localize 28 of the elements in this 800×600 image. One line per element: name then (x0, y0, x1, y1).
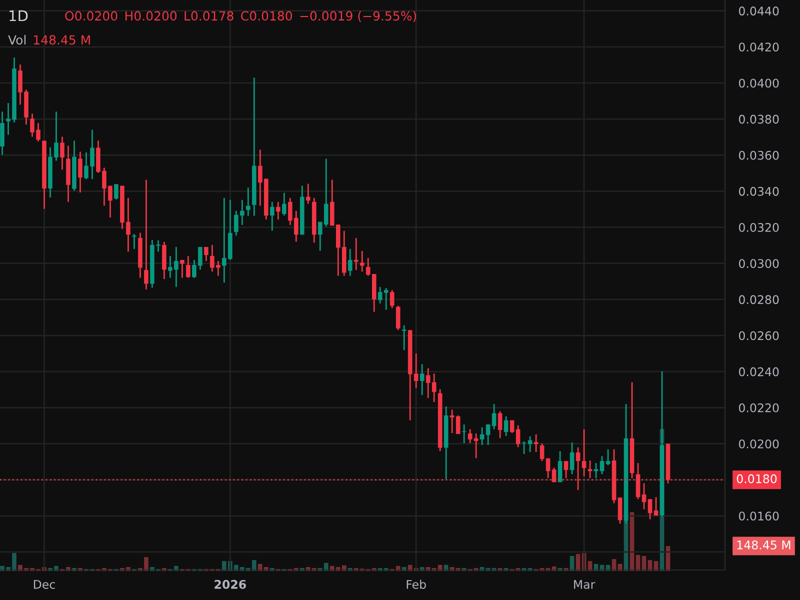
annotation: O0.0200 (65, 11, 118, 21)
y-tick-label: 0.0240 (738, 367, 779, 376)
ref-line-label: 0.0180 (736, 474, 777, 484)
annotation: H0.0200 (125, 11, 177, 21)
annotation: Vol (8, 34, 26, 45)
y-tick-label: 0.0380 (738, 114, 779, 124)
y-tick-label: 0.0220 (738, 403, 779, 412)
y-tick-label: 0.0280 (738, 295, 779, 304)
y-tick-label: 0.0360 (738, 150, 779, 160)
y-tick-label: 0.0320 (738, 223, 779, 232)
annotation: 148.45 M (34, 35, 90, 45)
y-tick-label: 0.0160 (738, 512, 779, 521)
y-tick-label: 0.0340 (738, 186, 779, 196)
text: 1D (10, 10, 28, 22)
y-tick-label: 0.0440 (738, 6, 779, 16)
x-tick-label: Mar (574, 580, 596, 589)
y-tick-label: 0.0300 (738, 259, 779, 268)
text: 148.45 M (737, 540, 790, 550)
y-tick-label: 0.0200 (738, 439, 779, 448)
x-tick-label: 2026 (214, 580, 246, 589)
annotation: −0.0019 (−9.55%) (300, 10, 416, 22)
annotation: C0.0180 (241, 11, 292, 21)
y-tick-label: 0.0260 (738, 331, 779, 340)
x-tick-label: Dec (34, 580, 55, 589)
annotation: L0.0178 (184, 11, 234, 21)
y-tick-label: 0.0420 (738, 42, 779, 52)
y-tick-label: 0.0400 (738, 78, 779, 88)
x-tick-label: Feb (406, 580, 426, 589)
